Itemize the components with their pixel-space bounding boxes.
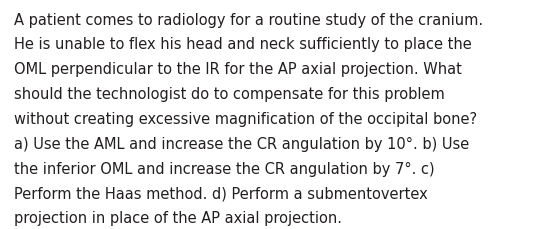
- Text: He is unable to flex his head and neck sufficiently to place the: He is unable to flex his head and neck s…: [14, 37, 472, 52]
- Text: should the technologist do to compensate for this problem: should the technologist do to compensate…: [14, 87, 445, 102]
- Text: Perform the Haas method. d) Perform a submentovertex: Perform the Haas method. d) Perform a su…: [14, 186, 427, 201]
- Text: without creating excessive magnification of the occipital bone?: without creating excessive magnification…: [14, 112, 477, 126]
- Text: OML perpendicular to the IR for the AP axial projection. What: OML perpendicular to the IR for the AP a…: [14, 62, 462, 77]
- Text: a) Use the AML and increase the CR angulation by 10°. b) Use: a) Use the AML and increase the CR angul…: [14, 136, 469, 151]
- Text: projection in place of the AP axial projection.: projection in place of the AP axial proj…: [14, 210, 342, 225]
- Text: the inferior OML and increase the CR angulation by 7°. c): the inferior OML and increase the CR ang…: [14, 161, 435, 176]
- Text: A patient comes to radiology for a routine study of the cranium.: A patient comes to radiology for a routi…: [14, 13, 483, 27]
